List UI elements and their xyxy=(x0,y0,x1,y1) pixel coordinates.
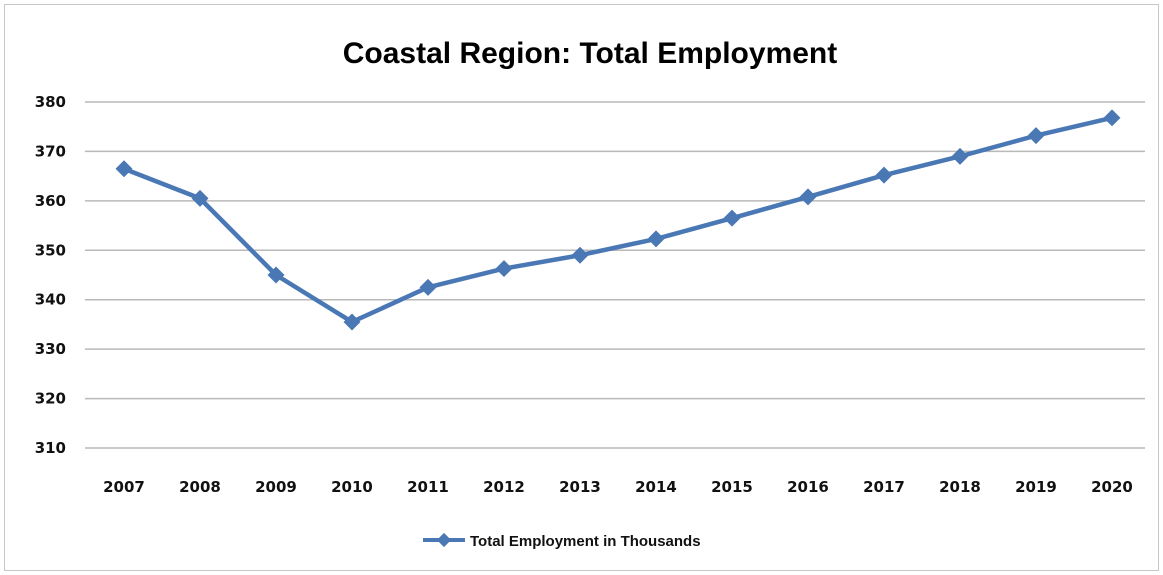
x-tick-label: 2014 xyxy=(635,478,677,496)
x-tick-label: 2017 xyxy=(863,478,905,496)
data-point-marker xyxy=(495,260,513,278)
series-line xyxy=(121,115,1115,325)
data-point-marker xyxy=(1027,127,1045,145)
legend: Total Employment in Thousands xyxy=(423,532,701,550)
y-tick-label: 310 xyxy=(35,439,66,457)
chart-frame xyxy=(4,4,1159,571)
x-tick-label: 2008 xyxy=(179,478,221,496)
legend-diamond-icon xyxy=(436,532,452,548)
x-tick-label: 2020 xyxy=(1091,478,1133,496)
data-point-marker xyxy=(723,209,741,227)
x-tick-label: 2019 xyxy=(1015,478,1057,496)
data-point-marker xyxy=(1103,109,1121,127)
x-tick-label: 2015 xyxy=(711,478,753,496)
data-point-marker xyxy=(571,246,589,264)
x-axis-ticks: 2007 2008 2009 2010 2011 2012 2013 2014 2015 2016… xyxy=(103,478,1133,496)
y-tick-label: 370 xyxy=(35,142,66,160)
data-point-marker xyxy=(419,278,437,296)
x-tick-label: 2007 xyxy=(103,478,145,496)
data-point-marker xyxy=(115,160,133,178)
x-tick-label: 2011 xyxy=(407,478,449,496)
x-tick-label: 2018 xyxy=(939,478,981,496)
data-point-marker xyxy=(647,230,665,248)
x-tick-label: 2013 xyxy=(559,478,601,496)
x-tick-label: 2009 xyxy=(255,478,297,496)
legend-label: Total Employment in Thousands xyxy=(470,533,701,550)
y-tick-label: 330 xyxy=(35,340,66,358)
y-axis-ticks: 380 370 360 350 340 330 320 310 xyxy=(35,93,66,457)
y-tick-label: 350 xyxy=(35,241,66,259)
data-point-marker xyxy=(951,147,969,165)
data-point-marker xyxy=(267,266,285,284)
series-total-employment xyxy=(115,109,1121,331)
data-point-marker xyxy=(343,313,361,331)
y-tick-label: 340 xyxy=(35,291,66,309)
data-point-marker xyxy=(191,189,209,207)
y-tick-label: 360 xyxy=(35,192,66,210)
y-tick-label: 320 xyxy=(35,390,66,408)
data-point-marker xyxy=(799,188,817,206)
x-tick-label: 2012 xyxy=(483,478,525,496)
data-point-marker xyxy=(875,166,893,184)
gridlines xyxy=(85,101,1145,449)
x-tick-label: 2016 xyxy=(787,478,829,496)
y-tick-label: 380 xyxy=(35,93,66,111)
chart-title: Coastal Region: Total Employment xyxy=(343,37,838,70)
x-tick-label: 2010 xyxy=(331,478,373,496)
